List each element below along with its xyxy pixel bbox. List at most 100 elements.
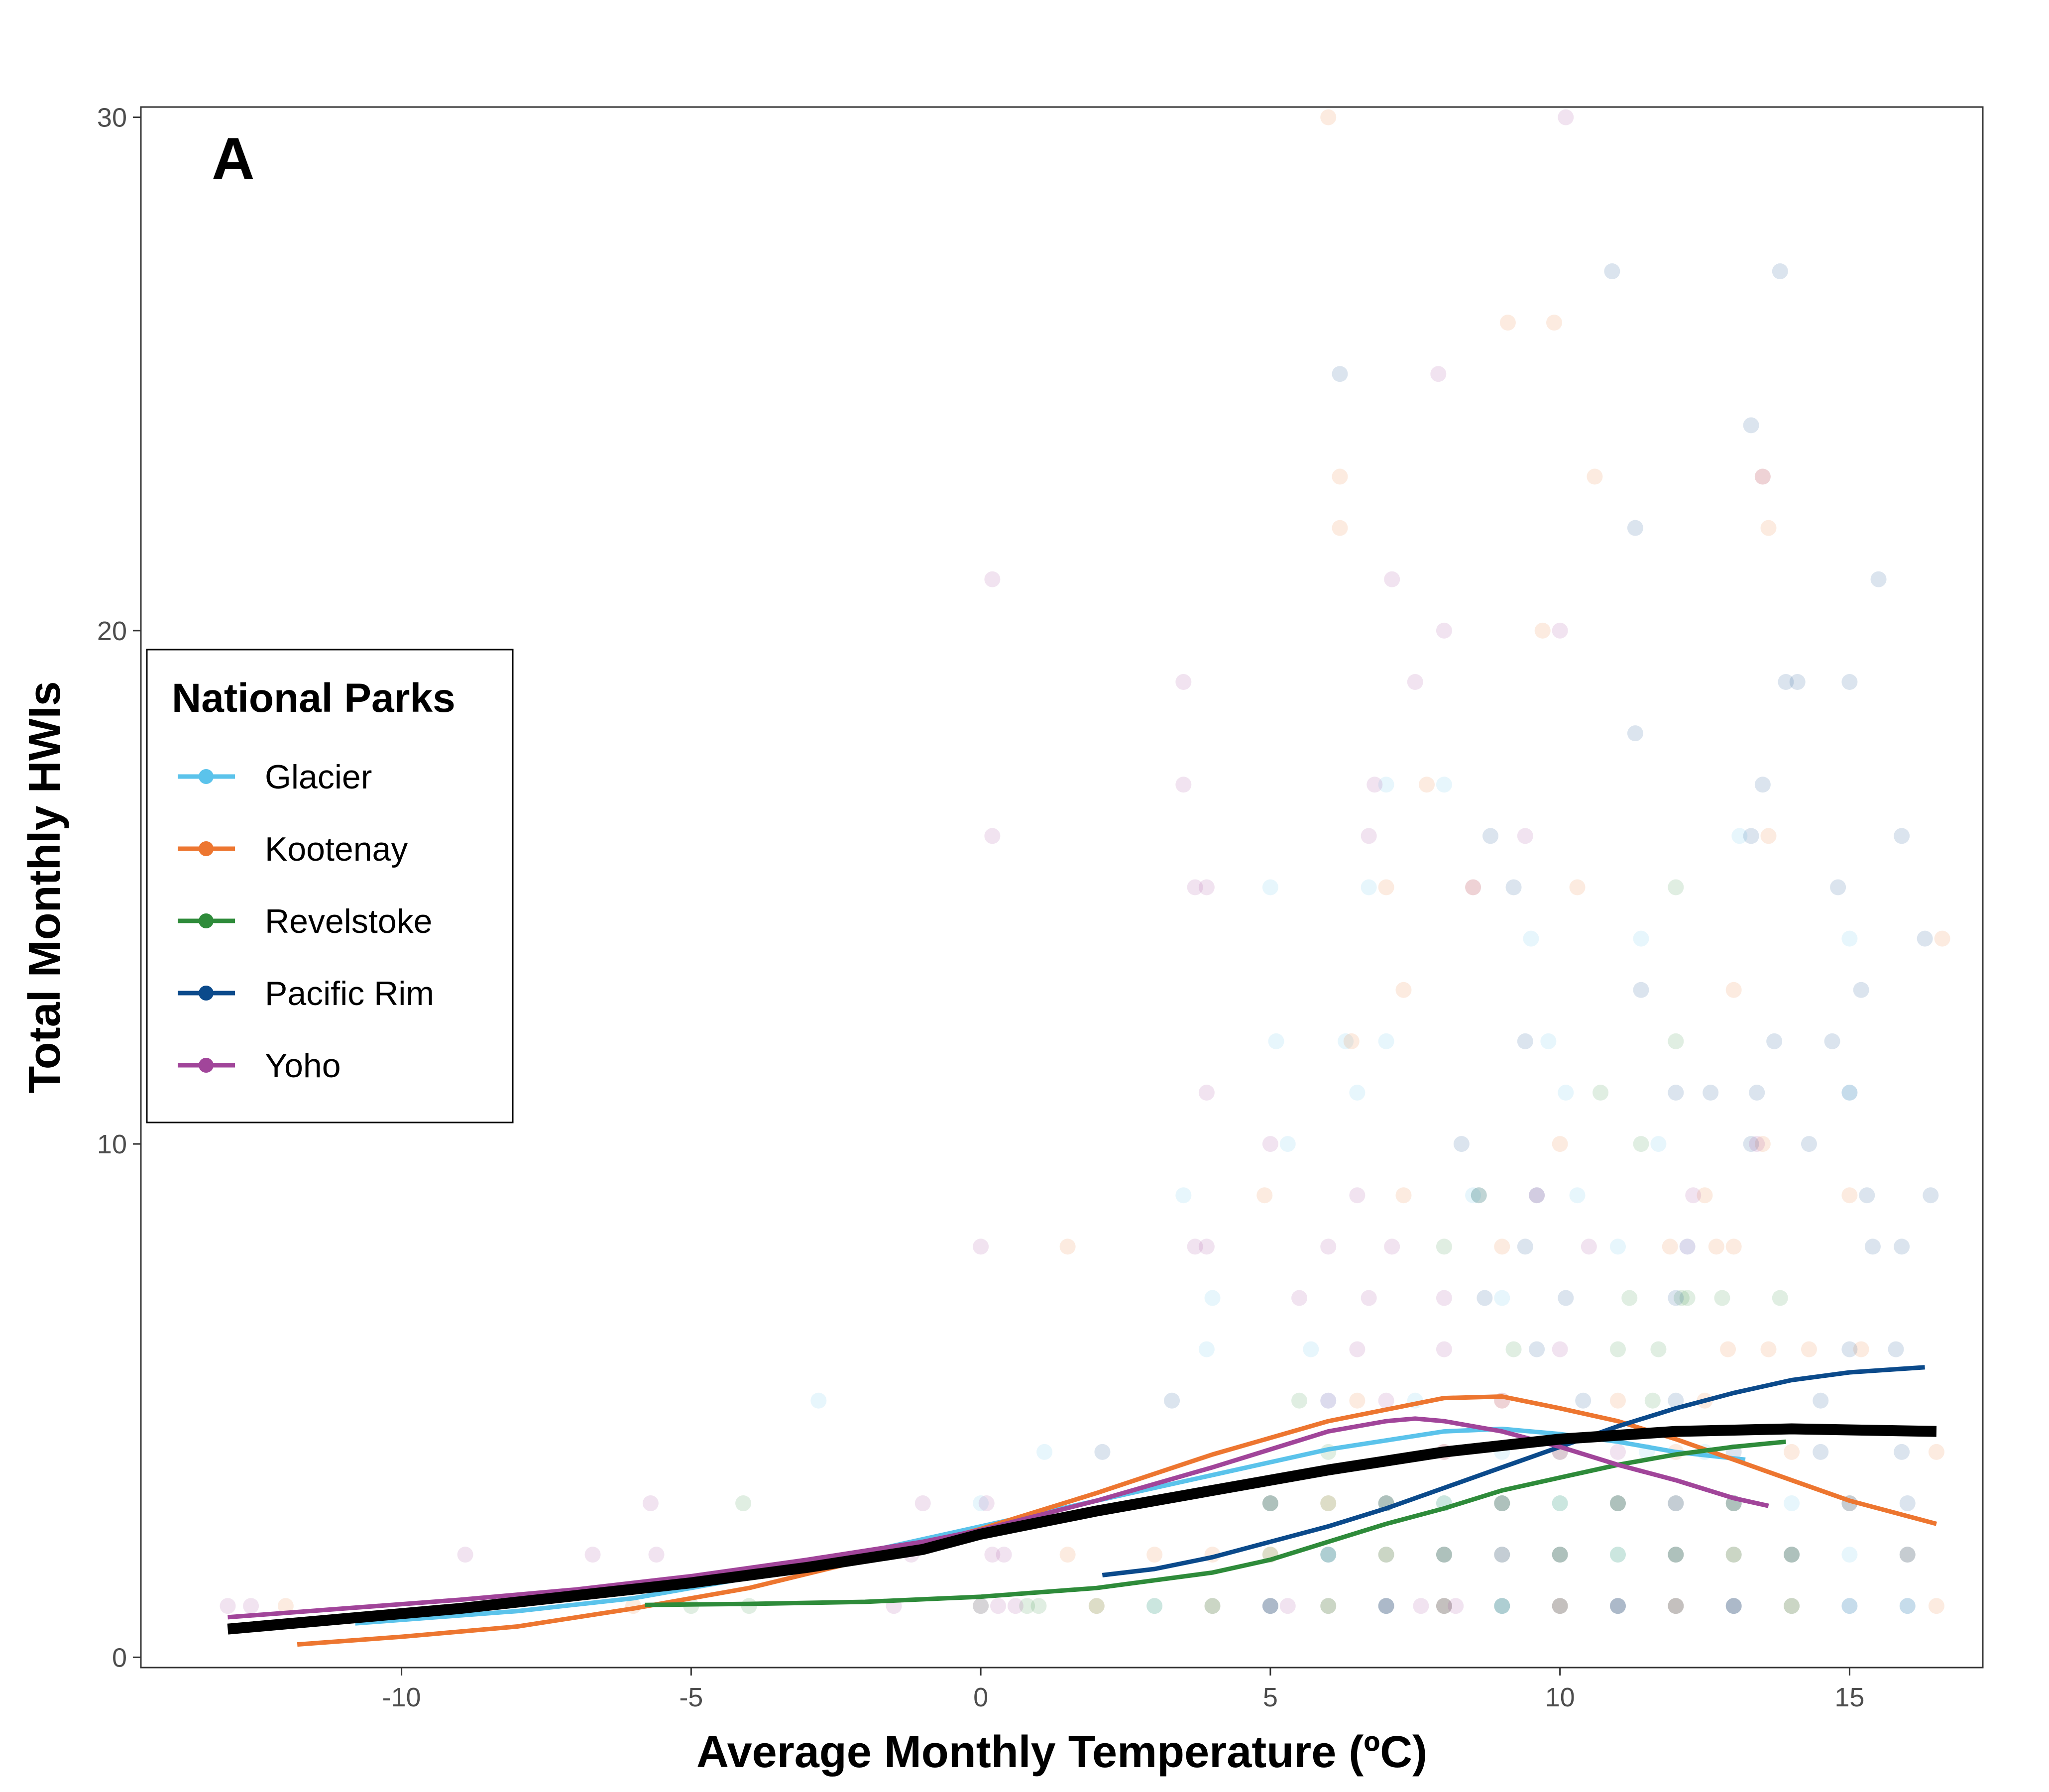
data-point bbox=[1378, 1598, 1394, 1614]
data-point bbox=[1413, 1598, 1429, 1614]
data-point bbox=[1529, 1187, 1545, 1204]
data-point bbox=[1813, 1392, 1829, 1409]
data-point bbox=[1378, 1598, 1394, 1614]
data-point bbox=[1609, 1547, 1626, 1563]
x-tick-label: 15 bbox=[1834, 1682, 1864, 1712]
data-point bbox=[1471, 1187, 1487, 1204]
data-point bbox=[735, 1495, 752, 1511]
data-point bbox=[1019, 1598, 1035, 1614]
data-point bbox=[1668, 1290, 1684, 1306]
data-point bbox=[1436, 1547, 1452, 1563]
data-point bbox=[1644, 1392, 1661, 1409]
data-point bbox=[1824, 1033, 1840, 1049]
data-point bbox=[1477, 1290, 1493, 1306]
data-point bbox=[1552, 1495, 1568, 1511]
data-point bbox=[1320, 1547, 1337, 1563]
data-point bbox=[1609, 1495, 1626, 1511]
data-point bbox=[1725, 1598, 1742, 1614]
data-point bbox=[1494, 1598, 1510, 1614]
data-point bbox=[1668, 879, 1684, 896]
data-point bbox=[1558, 1290, 1574, 1306]
data-point bbox=[1436, 1598, 1452, 1614]
data-point bbox=[1436, 1547, 1452, 1563]
data-point bbox=[1725, 1598, 1742, 1614]
data-point bbox=[1187, 879, 1203, 896]
legend-swatch-point bbox=[199, 1058, 214, 1073]
data-point bbox=[1697, 1187, 1713, 1204]
data-point bbox=[243, 1598, 259, 1614]
legend-swatch-point bbox=[199, 769, 214, 784]
data-point bbox=[1923, 1187, 1939, 1204]
data-point bbox=[1899, 1547, 1916, 1563]
data-point bbox=[1841, 1598, 1858, 1614]
data-point bbox=[1332, 520, 1348, 536]
data-point bbox=[1593, 1085, 1609, 1101]
data-point bbox=[1320, 1547, 1337, 1563]
data-point bbox=[1668, 1495, 1684, 1511]
data-point bbox=[1320, 1495, 1337, 1511]
data-point bbox=[1361, 828, 1377, 844]
data-point bbox=[1436, 1547, 1452, 1563]
data-point bbox=[1262, 1598, 1278, 1614]
data-point bbox=[1059, 1547, 1076, 1563]
data-point bbox=[220, 1598, 236, 1614]
data-point bbox=[1609, 1341, 1626, 1357]
fit-line bbox=[1102, 1365, 1925, 1577]
data-point bbox=[1268, 1033, 1284, 1049]
data-point bbox=[1378, 1598, 1394, 1614]
data-point bbox=[1552, 1547, 1568, 1563]
data-point bbox=[1754, 1136, 1771, 1152]
data-point bbox=[1609, 1495, 1626, 1511]
data-point bbox=[1627, 725, 1643, 742]
data-point bbox=[1552, 1495, 1568, 1511]
data-point bbox=[973, 1598, 989, 1614]
data-point bbox=[1378, 1033, 1394, 1049]
data-point bbox=[1320, 1598, 1337, 1614]
data-point bbox=[1378, 1598, 1394, 1614]
data-point bbox=[1668, 1547, 1684, 1563]
data-point bbox=[1494, 1290, 1510, 1306]
data-point bbox=[1279, 1136, 1296, 1152]
data-point bbox=[1928, 1444, 1944, 1460]
data-point bbox=[1320, 1392, 1337, 1409]
data-point bbox=[1146, 1598, 1163, 1614]
legend-label: Kootenay bbox=[265, 830, 408, 868]
data-point bbox=[1436, 1547, 1452, 1563]
y-tick-label: 10 bbox=[97, 1129, 127, 1159]
data-point bbox=[1146, 1598, 1163, 1614]
data-point bbox=[1917, 930, 1933, 947]
legend-label: Revelstoke bbox=[265, 902, 432, 940]
data-point bbox=[1714, 1290, 1730, 1306]
data-point bbox=[1262, 1136, 1278, 1152]
data-point bbox=[1587, 468, 1603, 485]
data-point bbox=[1030, 1598, 1047, 1614]
x-tick-label: 10 bbox=[1545, 1682, 1575, 1712]
legend-swatch-point bbox=[199, 986, 214, 1001]
data-point bbox=[1436, 777, 1452, 793]
data-point bbox=[1494, 1495, 1510, 1511]
x-tick-label: -5 bbox=[679, 1682, 703, 1712]
data-point bbox=[648, 1547, 665, 1563]
data-point bbox=[1853, 1341, 1869, 1357]
overall-fit-line bbox=[227, 1423, 1937, 1635]
data-point bbox=[1552, 1598, 1568, 1614]
data-point bbox=[1575, 1392, 1592, 1409]
data-point bbox=[1784, 1547, 1800, 1563]
data-point bbox=[1609, 1598, 1626, 1614]
data-point bbox=[1633, 1136, 1649, 1152]
data-point bbox=[1725, 1238, 1742, 1255]
data-point bbox=[1320, 1392, 1337, 1409]
data-point bbox=[1204, 1598, 1221, 1614]
data-point bbox=[1482, 828, 1499, 844]
data-point bbox=[1494, 1495, 1510, 1511]
data-point bbox=[1146, 1547, 1163, 1563]
x-tick-label: -10 bbox=[382, 1682, 421, 1712]
data-point bbox=[1494, 1598, 1510, 1614]
data-point bbox=[1187, 1238, 1203, 1255]
data-point bbox=[1581, 1238, 1597, 1255]
data-point bbox=[1059, 1238, 1076, 1255]
data-point bbox=[1378, 1392, 1394, 1409]
fit-line bbox=[645, 1439, 1786, 1607]
data-point bbox=[1841, 930, 1858, 947]
data-point bbox=[1552, 1598, 1568, 1614]
